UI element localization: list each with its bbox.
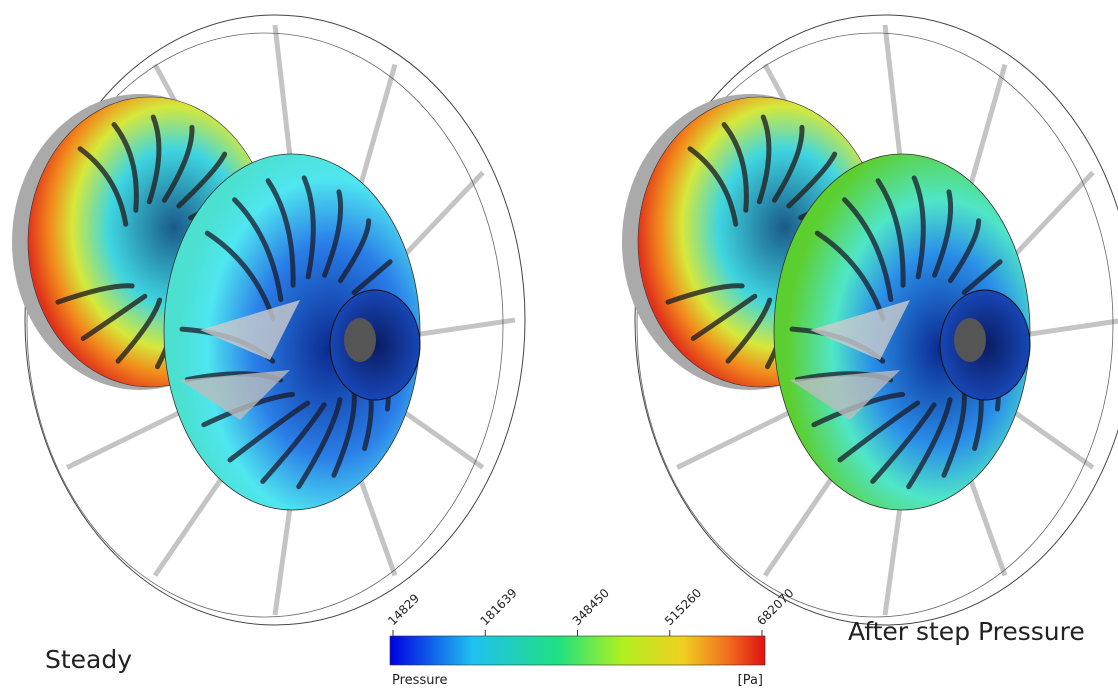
blade [875, 178, 906, 288]
colorbar-ticks: 14829 181639 348450 515260 682070 [385, 586, 797, 636]
turbine-steady [12, 14, 526, 626]
blade [837, 400, 921, 463]
vane [810, 300, 910, 360]
blade [786, 151, 838, 209]
blade [814, 230, 886, 321]
blade [906, 397, 953, 490]
blade [842, 197, 894, 303]
blade [932, 189, 954, 278]
blade [721, 122, 749, 213]
front-disc [773, 153, 1031, 511]
panel-label: Steady [45, 645, 132, 674]
front-disc [163, 153, 421, 511]
casing-ring [636, 32, 1114, 618]
blade [232, 197, 284, 303]
tick-label: 515260 [662, 586, 704, 628]
panel-label: After step Pressure [848, 617, 1085, 646]
blade [80, 293, 148, 341]
blade [337, 218, 372, 284]
vane [790, 370, 900, 420]
blade [111, 122, 139, 213]
blade [265, 178, 296, 288]
turbine-after-step [622, 14, 1118, 626]
blade [725, 297, 773, 364]
casing-ring [634, 14, 1118, 626]
blade [771, 124, 805, 203]
blade [687, 146, 739, 227]
blade [690, 293, 758, 341]
blade [351, 259, 393, 295]
blade [55, 283, 135, 305]
blade [756, 114, 772, 205]
hub-core [344, 318, 376, 362]
blade [296, 397, 343, 490]
casing-ring [24, 14, 526, 626]
colorbar [389, 635, 766, 666]
hub-core [954, 318, 986, 362]
tick-label: 682070 [754, 586, 796, 628]
blade [260, 402, 327, 484]
blade [322, 189, 344, 278]
blade [146, 114, 162, 205]
blade [947, 218, 982, 284]
blade [911, 175, 926, 280]
colorbar-title: Pressure [392, 673, 448, 688]
blade [961, 259, 1003, 295]
vane [200, 300, 300, 360]
blade [161, 124, 195, 203]
tick-label: 348450 [570, 586, 612, 628]
blade [115, 297, 163, 364]
blade [301, 175, 316, 280]
tick-label: 181639 [477, 586, 519, 628]
blade [204, 230, 276, 321]
tick-label: 14829 [385, 591, 422, 628]
blade [176, 151, 228, 209]
casing-ring [26, 32, 504, 618]
blade [227, 400, 311, 463]
blade [665, 283, 745, 305]
vane [180, 370, 290, 420]
blade [77, 146, 129, 227]
colorbar-unit: [Pa] [738, 673, 763, 688]
blade [870, 402, 937, 484]
